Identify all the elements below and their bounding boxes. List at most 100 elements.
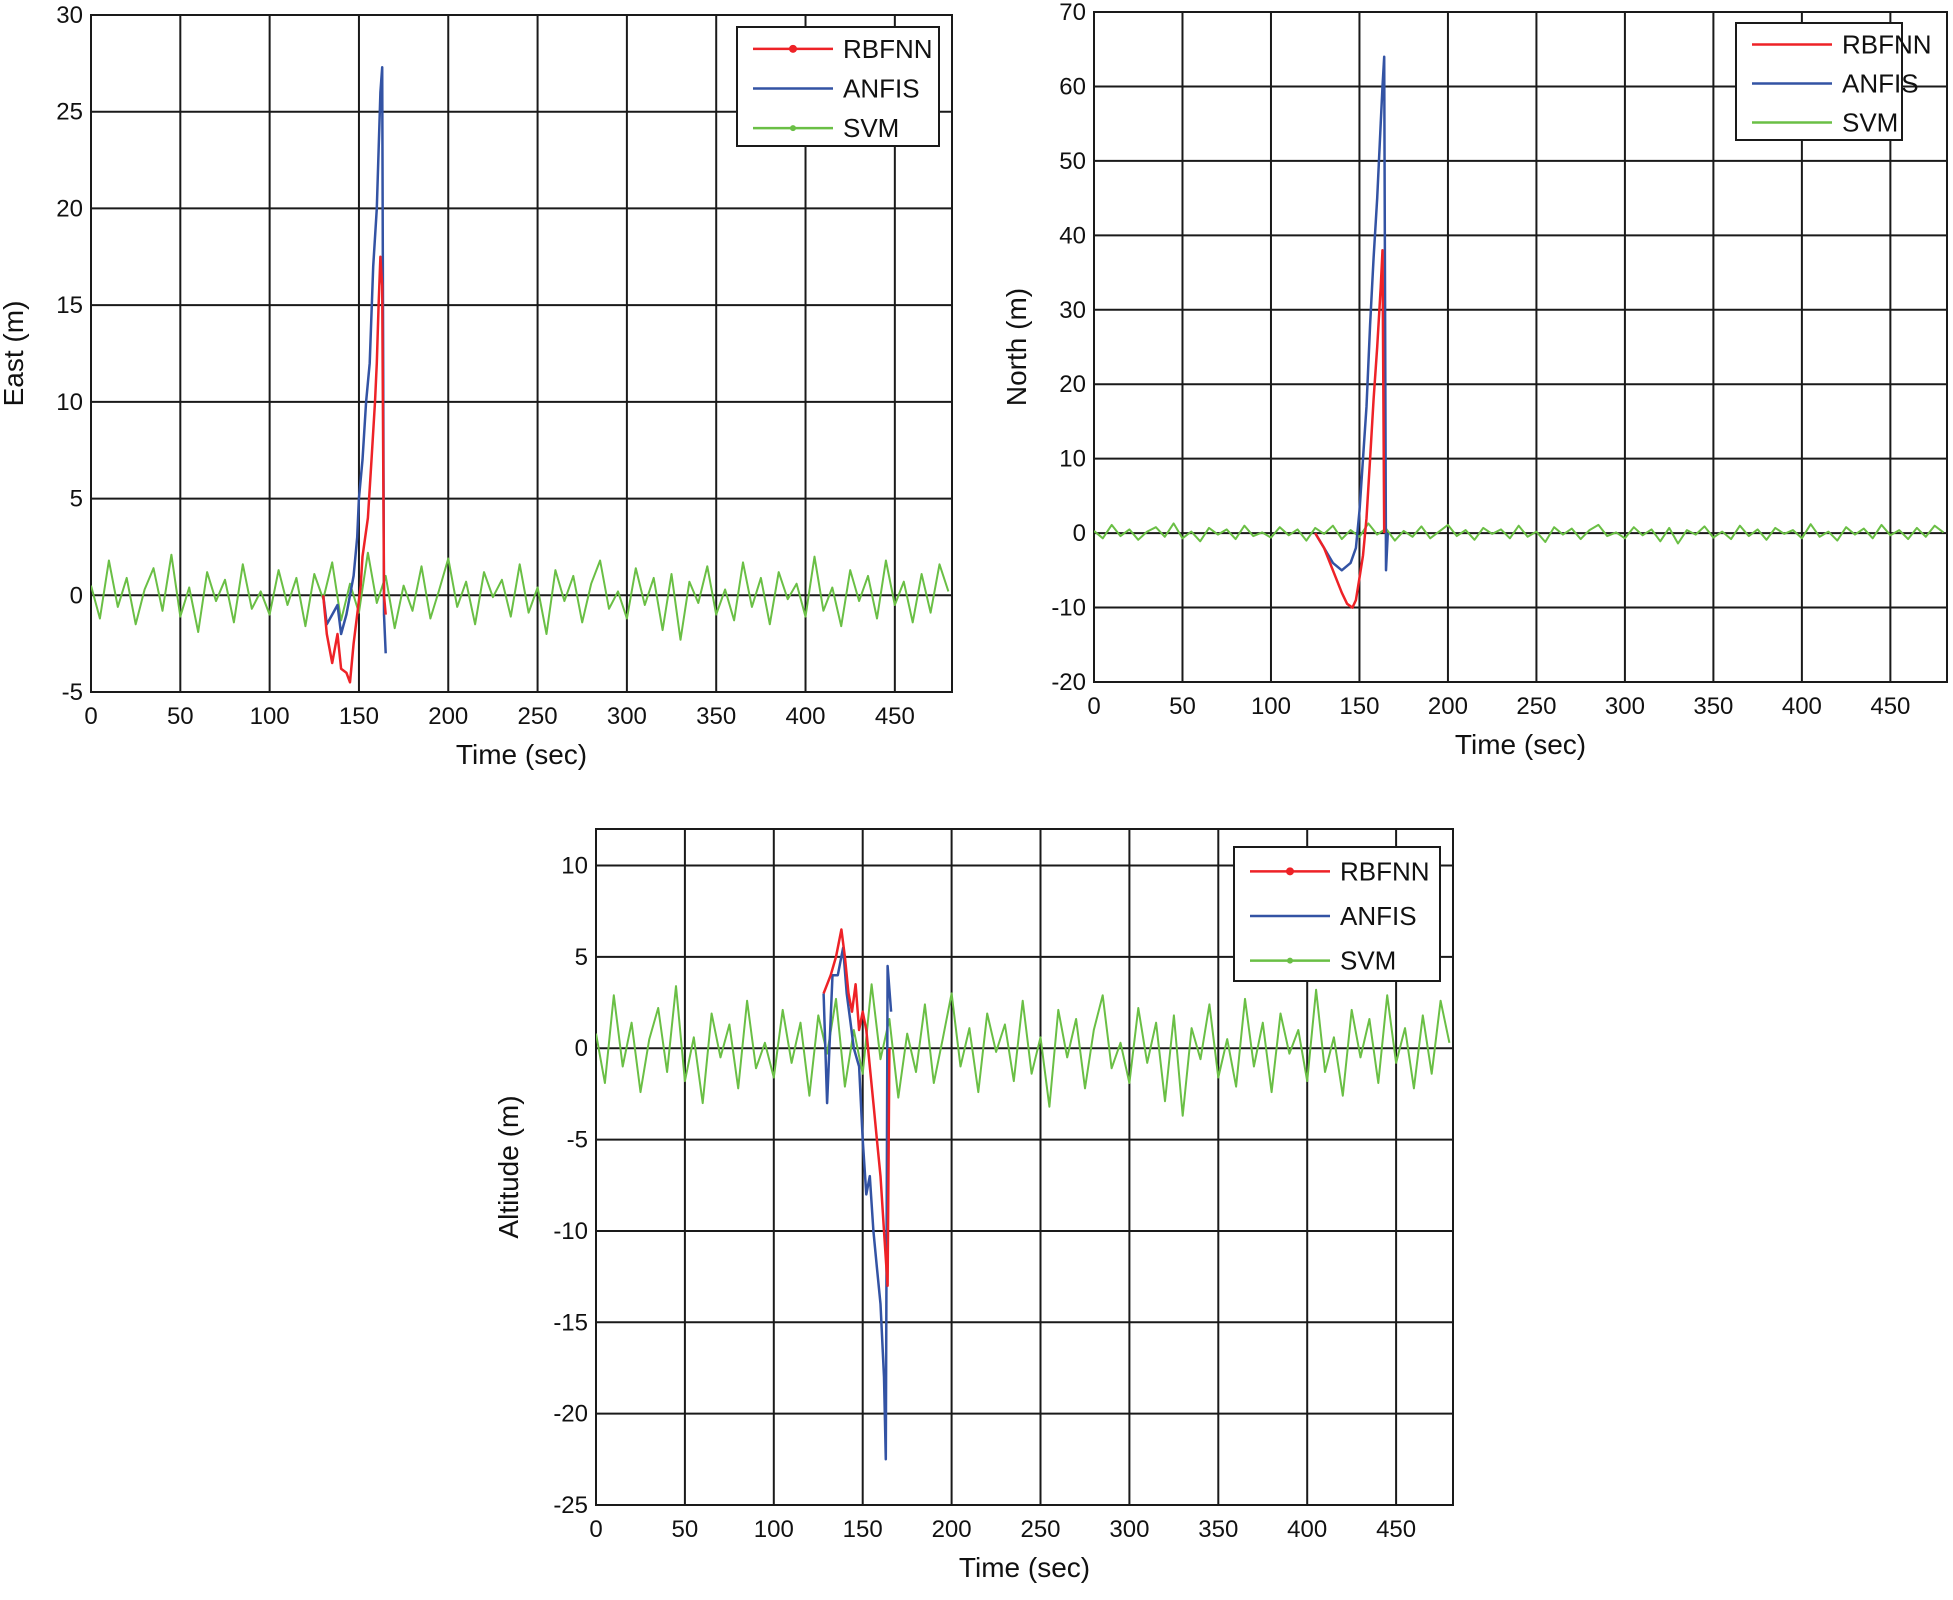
y-axis-label: North (m) <box>1001 288 1032 406</box>
x-tick-label: 0 <box>84 703 97 730</box>
y-axis-label: East (m) <box>0 301 29 407</box>
series-line-rbfnn <box>1314 248 1386 609</box>
x-tick-label: 300 <box>1109 1516 1149 1543</box>
legend-box <box>1233 846 1441 982</box>
x-tick-label: 200 <box>932 1516 972 1543</box>
y-tick-label: 0 <box>1073 520 1086 547</box>
y-tick-label: 20 <box>56 195 83 222</box>
y-tick-label: 10 <box>561 853 588 880</box>
y-tick-label: -20 <box>1051 669 1086 696</box>
y-tick-label: 0 <box>575 1035 588 1062</box>
series-group <box>596 928 1451 1461</box>
y-tick-label: 70 <box>1059 0 1086 26</box>
x-tick-label: 150 <box>339 703 379 730</box>
x-tick-label: 50 <box>1169 693 1196 720</box>
y-tick-label: 15 <box>56 292 83 319</box>
x-tick-label: 350 <box>1198 1516 1238 1543</box>
legend-marker-svm <box>1287 957 1293 964</box>
x-tick-label: 200 <box>428 703 468 730</box>
legend-label-anfis: ANFIS <box>843 74 920 104</box>
series-line-svm <box>596 983 1451 1117</box>
x-tick-label: 250 <box>1516 693 1556 720</box>
x-tick-label: 350 <box>1693 693 1733 720</box>
plot-frame <box>595 828 1454 1506</box>
y-tick-label: 30 <box>1059 297 1086 324</box>
legend-marker-svm <box>790 125 796 132</box>
x-tick-label: 50 <box>672 1516 699 1543</box>
legend: RBFNN ANFIS SVM <box>1233 846 1441 982</box>
east-chart: 0 50 100 150 200 250 300 350 400 450-505101520253… <box>0 2 953 770</box>
x-tick-label: 300 <box>607 703 647 730</box>
x-tick-label: 150 <box>843 1516 883 1543</box>
y-tick-label: 30 <box>56 2 83 29</box>
y-tick-label: -5 <box>62 679 83 706</box>
x-tick-label: 400 <box>1782 693 1822 720</box>
series-line-svm <box>1094 522 1945 545</box>
legend-marker-rbfnn <box>1286 867 1294 876</box>
series-line-rbfnn <box>321 255 387 684</box>
series-line-svm <box>91 551 950 641</box>
north-chart: 0 50 100 150 200 250 300 350 400 450 -20 -10 0 10 20 30… <box>1001 0 1948 760</box>
x-tick-label: 150 <box>1339 693 1379 720</box>
y-tick-label: -10 <box>553 1218 588 1245</box>
x-axis-label: Time (sec) <box>959 1552 1090 1583</box>
x-tick-label: 200 <box>1428 693 1468 720</box>
y-tick-label: 10 <box>56 389 83 416</box>
legend-label-rbfnn: RBFNN <box>1842 30 1932 60</box>
x-axis-label: Time (sec) <box>456 739 587 770</box>
altitude-chart: 0 50 100 150 200 250 300 350 400 450-25-20-15-10-… <box>493 828 1454 1583</box>
y-tick-label: 60 <box>1059 73 1086 100</box>
y-tick-label: -10 <box>1051 595 1086 622</box>
plot-frame <box>90 14 953 693</box>
legend-label-anfis: ANFIS <box>1842 69 1919 99</box>
y-tick-label: -25 <box>553 1492 588 1519</box>
legend: RBFNN ANFIS SVM <box>1735 22 1932 141</box>
y-tick-label: 50 <box>1059 148 1086 175</box>
x-tick-label: 400 <box>1287 1516 1327 1543</box>
x-tick-label: 50 <box>167 703 194 730</box>
x-tick-label: 450 <box>1870 693 1910 720</box>
y-tick-label: 25 <box>56 99 83 126</box>
y-tick-label: 5 <box>575 944 588 971</box>
legend-marker-rbfnn <box>789 44 797 53</box>
y-tick-label: -15 <box>553 1309 588 1336</box>
x-tick-label: 100 <box>754 1516 794 1543</box>
series-group <box>91 65 950 684</box>
legend-label-svm: SVM <box>843 113 899 143</box>
x-tick-label: 400 <box>785 703 825 730</box>
legend-box <box>736 26 940 147</box>
x-tick-label: 100 <box>250 703 290 730</box>
x-tick-label: 0 <box>1087 693 1100 720</box>
x-tick-label: 0 <box>589 1516 602 1543</box>
series-group <box>1094 55 1945 609</box>
x-tick-label: 350 <box>696 703 736 730</box>
x-tick-label: 100 <box>1251 693 1291 720</box>
x-tick-label: 450 <box>875 703 915 730</box>
series-line-anfis <box>321 65 387 654</box>
legend-label-svm: SVM <box>1842 108 1898 138</box>
y-tick-label: 10 <box>1059 446 1086 473</box>
x-tick-label: 450 <box>1376 1516 1416 1543</box>
legend-label-svm: SVM <box>1340 946 1396 976</box>
legend-label-rbfnn: RBFNN <box>843 34 933 64</box>
y-tick-label: 20 <box>1059 371 1086 398</box>
legend-box <box>1735 22 1903 141</box>
plot-frame <box>1093 11 1948 683</box>
y-tick-label: 0 <box>70 582 83 609</box>
series-line-anfis <box>822 946 893 1461</box>
legend-label-anfis: ANFIS <box>1340 901 1417 931</box>
legend: RBFNN ANFIS SVM <box>736 26 940 147</box>
y-tick-label: 40 <box>1059 222 1086 249</box>
x-tick-label: 250 <box>1020 1516 1060 1543</box>
x-tick-label: 250 <box>518 703 558 730</box>
series-line-anfis <box>1314 55 1390 572</box>
y-tick-label: 5 <box>70 486 83 513</box>
x-tick-label: 300 <box>1605 693 1645 720</box>
y-tick-label: -5 <box>567 1127 588 1154</box>
y-tick-label: -20 <box>553 1401 588 1428</box>
y-axis-label: Altitude (m) <box>493 1095 524 1238</box>
series-line-rbfnn <box>822 928 891 1288</box>
x-axis-label: Time (sec) <box>1455 729 1586 760</box>
legend-label-rbfnn: RBFNN <box>1340 856 1430 886</box>
